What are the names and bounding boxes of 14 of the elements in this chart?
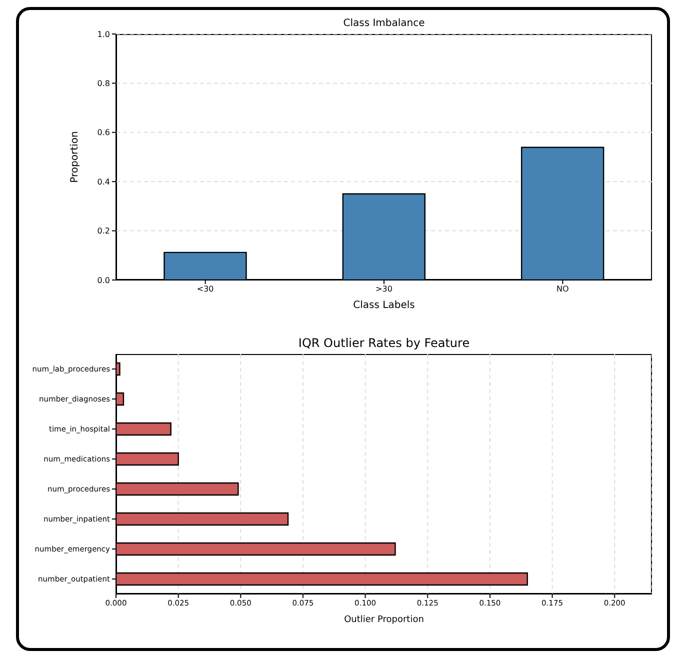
x-axis-title: Outlier Proportion [344,615,424,625]
x-tick-label: NO [556,284,569,294]
y-axis-title: Proportion [70,131,81,183]
x-tick-label: >30 [376,284,392,294]
x-tick-label: <30 [196,284,214,294]
y-tick-label: 0.2 [97,226,110,236]
y-tick-label: 0.6 [97,128,110,138]
y-tick-label: 0.4 [97,177,110,186]
y-tick-label: 0.0 [97,276,110,285]
chart-title: Class Imbalance [342,18,426,29]
x-axis-title: Class Labels [353,300,415,311]
chart-title: IQR Outlier Rates by Feature [297,336,471,350]
y-tick-label: 1.0 [97,30,110,39]
y-tick-label: 0.8 [97,79,110,88]
